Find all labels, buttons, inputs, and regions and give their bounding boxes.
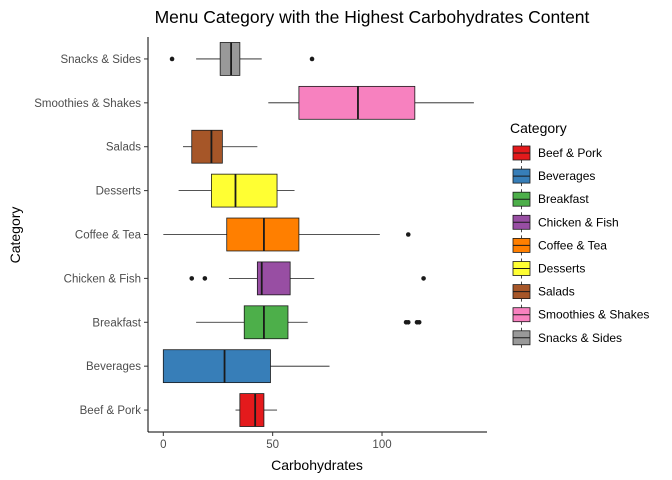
box-body (191, 129, 223, 164)
legend-item: Chicken & Fish (512, 212, 619, 233)
box-snacks-sides (169, 42, 315, 76)
box-beverages (162, 349, 330, 384)
legend-title: Category (510, 120, 567, 136)
y-tick-label: Coffee & Tea (75, 230, 142, 242)
box-body (226, 217, 300, 252)
legend-label: Salads (538, 285, 575, 299)
box-body (243, 305, 289, 340)
legend-item: Coffee & Tea (512, 235, 607, 256)
outlier-point (416, 319, 422, 325)
legend-item: Smoothies & Shakes (512, 304, 649, 325)
legend-label: Desserts (538, 262, 585, 276)
outlier-point (421, 276, 426, 281)
box-body (256, 261, 291, 296)
box-body (211, 173, 278, 208)
legend-item: Salads (512, 281, 575, 302)
box-body (219, 42, 241, 76)
x-axis-title: Carbohydrates (271, 457, 363, 473)
box-desserts (178, 173, 295, 208)
box-series (162, 42, 474, 427)
x-tick-label: 0 (160, 439, 166, 451)
box-breakfast (196, 305, 422, 340)
y-tick-label: Smoothies & Shakes (34, 98, 141, 110)
y-tick-label: Chicken & Fish (64, 273, 141, 285)
outlier-point (309, 56, 315, 62)
legend-item: Desserts (512, 258, 585, 279)
box-beef-pork (235, 393, 278, 427)
outlier-point (405, 319, 411, 325)
box-body (298, 85, 416, 120)
x-tick-label: 100 (372, 439, 391, 451)
box-chicken-fish (189, 261, 426, 296)
y-tick-label: Snacks & Sides (60, 54, 141, 66)
legend-label: Breakfast (538, 192, 589, 206)
legend: Category Beef & Pork Beverages Breakfast Ch… (510, 120, 649, 348)
x-tick-label: 50 (266, 439, 279, 451)
box-smoothies-shakes (268, 85, 474, 120)
legend-label: Chicken & Fish (538, 215, 619, 229)
box-body (162, 349, 271, 384)
y-tick-label: Beverages (86, 361, 141, 373)
legend-item: Beef & Pork (512, 143, 603, 163)
y-tick-label: Breakfast (92, 317, 141, 329)
legend-item: Beverages (512, 166, 595, 187)
outlier-point (169, 56, 175, 62)
axis-ticks: 0 50 100 Beef & Pork Beverages Breakfast Chick… (34, 54, 391, 451)
legend-label: Snacks & Sides (538, 331, 622, 345)
legend-label: Beverages (538, 169, 595, 183)
y-tick-label: Salads (106, 142, 141, 154)
box-coffee-tea (163, 217, 411, 252)
y-axis-title: Category (7, 207, 23, 264)
legend-label: Coffee & Tea (538, 238, 607, 252)
y-tick-label: Desserts (96, 186, 142, 198)
outlier-point (405, 232, 411, 237)
legend-label: Smoothies & Shakes (538, 308, 649, 322)
box-salads (182, 129, 258, 164)
outlier-point (202, 276, 208, 281)
box-body (239, 393, 265, 427)
outlier-point (189, 276, 195, 281)
legend-item: Snacks & Sides (512, 327, 622, 348)
y-tick-label: Beef & Pork (80, 405, 142, 417)
chart-title: Menu Category with the Highest Carbohydr… (155, 7, 590, 27)
legend-item: Breakfast (512, 189, 589, 210)
legend-label: Beef & Pork (538, 146, 603, 160)
